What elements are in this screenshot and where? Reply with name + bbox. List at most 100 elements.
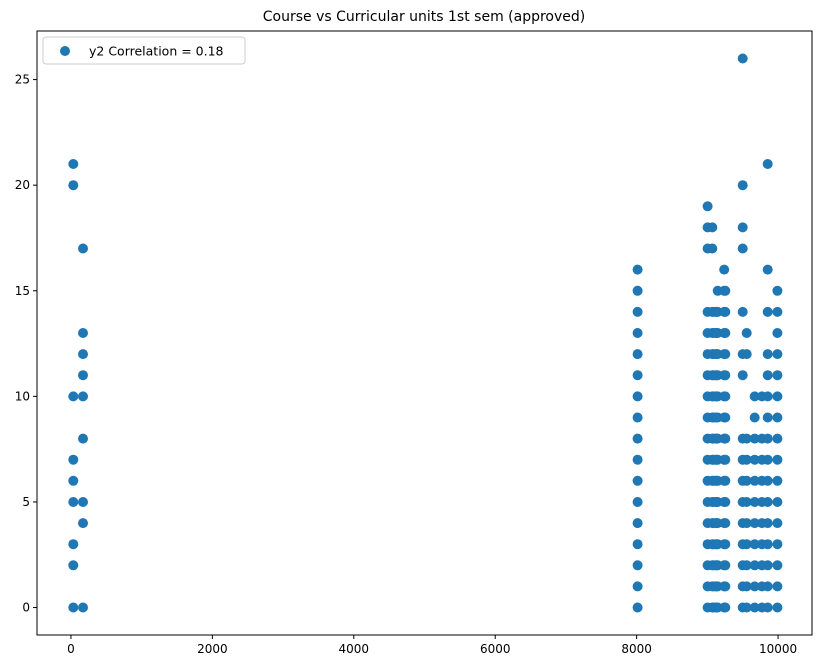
y-tick-label: 20	[15, 178, 30, 192]
data-point	[68, 560, 79, 571]
y-tick-label: 5	[22, 495, 30, 509]
data-point	[749, 497, 760, 507]
data-point	[741, 475, 752, 486]
data-point	[720, 518, 731, 529]
data-point	[707, 243, 718, 254]
data-point	[772, 518, 783, 529]
data-point	[632, 454, 643, 465]
data-point	[749, 581, 760, 592]
data-point	[632, 328, 643, 338]
legend-label: y2 Correlation = 0.18	[89, 44, 224, 59]
data-point	[78, 497, 88, 507]
data-point	[78, 433, 88, 444]
data-point	[772, 391, 783, 402]
data-point	[762, 602, 773, 613]
x-tick-label: 2000	[197, 642, 228, 656]
data-point	[762, 560, 773, 571]
data-point	[741, 433, 752, 444]
data-point	[68, 454, 79, 465]
data-point	[772, 497, 783, 507]
plot-area-frame	[36, 30, 813, 636]
x-tick-label: 6000	[480, 642, 511, 656]
data-point	[737, 370, 748, 381]
data-point	[762, 306, 773, 317]
data-point	[632, 370, 643, 381]
data-point	[772, 602, 783, 613]
data-point	[749, 412, 760, 423]
data-point	[78, 243, 88, 254]
data-point	[749, 518, 760, 529]
data-point	[78, 349, 88, 360]
data-point	[772, 306, 783, 317]
data-point	[741, 560, 752, 571]
data-point	[749, 391, 760, 402]
data-point	[749, 560, 760, 571]
data-point	[720, 602, 731, 613]
data-point	[632, 602, 643, 613]
data-point	[632, 306, 643, 317]
data-point	[719, 264, 730, 275]
data-point	[720, 497, 731, 507]
data-point	[772, 370, 783, 381]
data-point	[78, 602, 88, 613]
data-point	[762, 518, 773, 529]
data-point	[632, 581, 643, 592]
data-point	[720, 454, 731, 465]
data-point	[78, 328, 88, 338]
data-point	[720, 412, 731, 423]
data-point	[749, 454, 760, 465]
data-point	[762, 370, 773, 381]
data-point	[737, 180, 748, 191]
data-point	[632, 518, 643, 529]
data-point	[772, 285, 783, 296]
data-point	[632, 264, 643, 275]
data-point	[772, 581, 783, 592]
data-point	[68, 159, 79, 169]
data-point	[68, 602, 79, 613]
x-tick-label: 0	[67, 642, 75, 656]
data-point	[762, 159, 773, 169]
data-point	[632, 497, 643, 507]
data-point	[772, 433, 783, 444]
chart-title: Course vs Curricular units 1st sem (appr…	[263, 9, 586, 25]
data-point	[762, 581, 773, 592]
data-point	[737, 222, 748, 233]
y-axis: 0 5 10 15 20 25	[15, 73, 37, 615]
data-point	[720, 328, 731, 338]
legend-box	[42, 36, 246, 65]
x-tick-label: 8000	[621, 642, 652, 656]
data-point	[632, 560, 643, 571]
data-point	[762, 391, 773, 402]
data-point	[632, 412, 643, 423]
legend: y2 Correlation = 0.18	[42, 36, 246, 65]
legend-marker	[60, 46, 70, 56]
data-point	[741, 539, 752, 550]
data-point	[720, 370, 731, 381]
data-point	[762, 412, 773, 423]
data-point	[720, 306, 731, 317]
data-point	[720, 581, 731, 592]
data-point	[720, 433, 731, 444]
data-point	[707, 222, 718, 233]
data-point	[720, 349, 731, 360]
data-point	[720, 560, 731, 571]
data-point	[68, 539, 79, 550]
data-point	[772, 475, 783, 486]
data-point	[749, 602, 760, 613]
data-point	[772, 328, 783, 338]
data-point	[749, 539, 760, 550]
data-point	[632, 433, 643, 444]
data-point	[632, 539, 643, 550]
data-point	[741, 602, 752, 613]
y-tick-label: 15	[15, 284, 30, 298]
data-point	[720, 475, 731, 486]
data-point	[741, 454, 752, 465]
y-tick-label: 0	[22, 601, 30, 615]
data-point	[762, 349, 773, 360]
data-point	[632, 349, 643, 360]
data-point	[762, 433, 773, 444]
data-point	[68, 475, 79, 486]
data-points-group	[68, 53, 783, 613]
data-point	[68, 497, 79, 507]
data-point	[762, 454, 773, 465]
